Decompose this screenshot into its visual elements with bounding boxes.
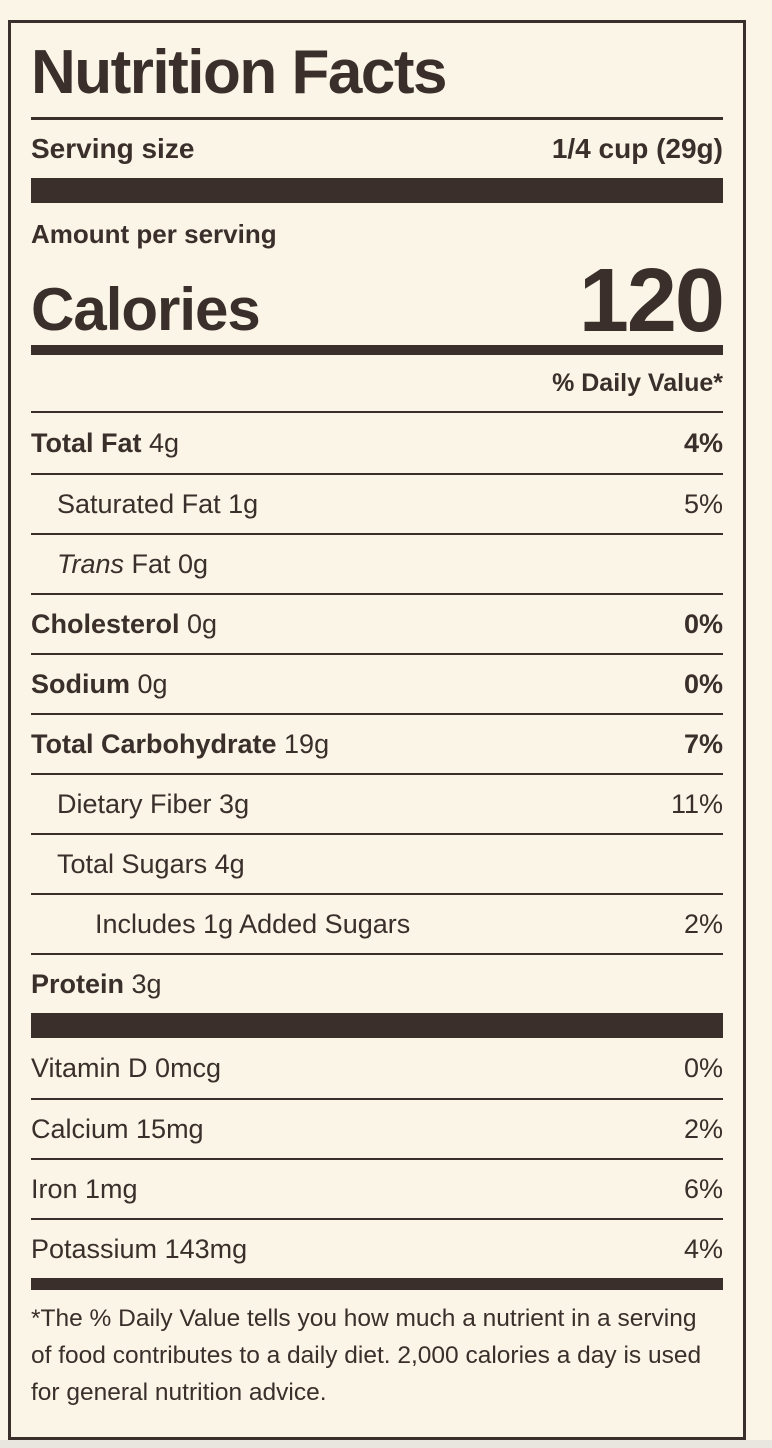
nutrient-row: Total Carbohydrate 19g 7%: [31, 713, 723, 773]
nutrient-row: Total Fat 4g 4%: [31, 413, 723, 473]
amount-per-serving-label: Amount per serving: [31, 219, 277, 249]
nutrient-name: Dietary Fiber 3g: [57, 788, 250, 819]
divider-under-dv-header: [31, 411, 723, 413]
nutrient-name: Total Carbohydrate 19g: [31, 728, 330, 759]
nutrition-facts-label: Nutrition Facts Serving size 1/4 cup (29…: [8, 20, 746, 1440]
nutrient-daily-value: 2%: [683, 908, 723, 939]
nutrient-name: Total Sugars 4g: [57, 848, 245, 879]
nutrient-daily-value: 5%: [683, 488, 723, 519]
bar-under-calories: [31, 345, 723, 355]
nutrient-row: Cholesterol 0g 0%: [31, 593, 723, 653]
calories-row: Calories 120: [31, 249, 725, 351]
nutrient-row: Includes 1g Added Sugars 2%: [31, 893, 723, 953]
nutrient-name: Saturated Fat 1g: [57, 488, 259, 519]
nutrient-daily-value: 4%: [683, 1233, 723, 1264]
nutrient-name: Includes 1g Added Sugars: [95, 908, 411, 939]
nutrient-row: Potassium 143mg 4%: [31, 1218, 723, 1278]
nutrient-row: Dietary Fiber 3g 11%: [31, 773, 723, 833]
vitamin-rows: Vitamin D 0mcg 0% Calcium 15mg 2% Iron 1…: [31, 1038, 723, 1278]
nutrient-row: Sodium 0g 0%: [31, 653, 723, 713]
nutrient-daily-value: 0%: [683, 1052, 723, 1083]
section-bar-vitamins: [31, 1013, 723, 1038]
nutrient-row: Vitamin D 0mcg 0%: [31, 1038, 723, 1098]
nutrient-rows: Total Fat 4g 4% Saturated Fat 1g 5% Tran…: [31, 413, 723, 1013]
daily-value-header: % Daily Value*: [552, 369, 723, 397]
nutrient-daily-value: 0%: [683, 668, 723, 699]
nutrient-row: Saturated Fat 1g 5%: [31, 473, 723, 533]
nutrient-name: Sodium 0g: [31, 668, 168, 699]
serving-size-row: Serving size 1/4 cup (29g): [31, 120, 723, 178]
nutrient-row: Total Sugars 4g: [31, 833, 723, 893]
nutrient-daily-value: 4%: [683, 427, 723, 458]
nutrient-name: Vitamin D 0mcg: [31, 1052, 222, 1083]
calories-value: 120: [578, 251, 725, 351]
nutrient-name: Total Fat 4g: [31, 427, 180, 458]
nutrient-name: Cholesterol 0g: [31, 608, 218, 639]
label-title: Nutrition Facts: [31, 38, 447, 107]
nutrient-daily-value: 2%: [683, 1113, 723, 1144]
nutrient-name: Iron 1mg: [31, 1173, 138, 1204]
nutrient-name: Protein 3g: [31, 968, 162, 999]
section-bar-top: [31, 178, 723, 203]
nutrient-daily-value: 6%: [683, 1173, 723, 1204]
nutrient-row: Iron 1mg 6%: [31, 1158, 723, 1218]
nutrient-row: Trans Fat 0g: [31, 533, 723, 593]
daily-value-footnote: *The % Daily Value tells you how much a …: [31, 1305, 702, 1406]
nutrient-daily-value: 0%: [683, 608, 723, 639]
serving-size-value: 1/4 cup (29g): [551, 133, 723, 164]
serving-size-label: Serving size: [31, 133, 195, 164]
nutrient-daily-value: 11%: [670, 788, 723, 819]
nutrient-name: Calcium 15mg: [31, 1113, 204, 1144]
divider-under-title: [31, 117, 723, 120]
page-bottom-strip: [0, 1440, 772, 1448]
nutrient-row: Protein 3g: [31, 953, 723, 1013]
bar-above-footnote: [31, 1278, 723, 1290]
nutrient-daily-value: 7%: [683, 728, 723, 759]
nutrient-row: Calcium 15mg 2%: [31, 1098, 723, 1158]
nutrient-name: Potassium 143mg: [31, 1233, 248, 1264]
calories-label: Calories: [31, 276, 261, 343]
nutrient-name: Trans Fat 0g: [57, 548, 209, 579]
